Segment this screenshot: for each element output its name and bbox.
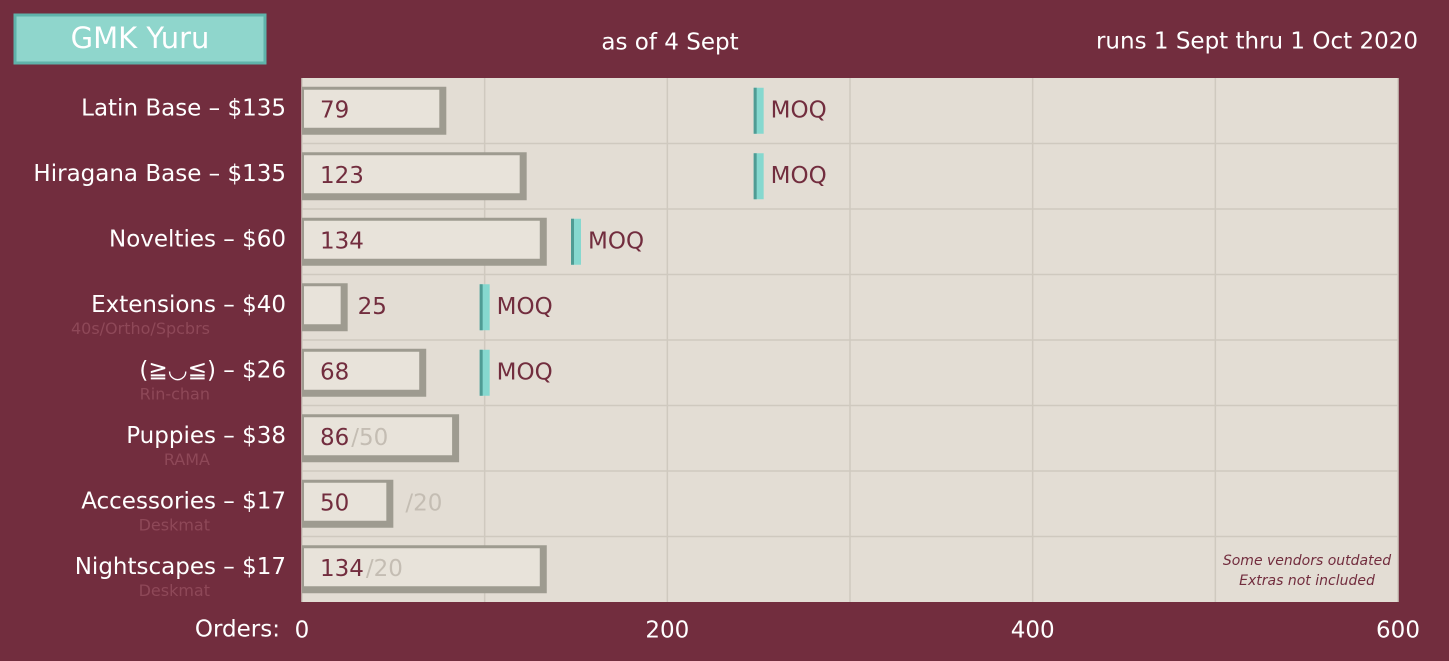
moq-label: /20 [405,490,442,516]
value-label: 79 [320,97,349,123]
category-label: Puppies – $38 [126,423,286,449]
moq-marker-edge [753,87,757,134]
bar-face [304,417,453,456]
bar-face [304,220,540,259]
moq-label: /50 [351,425,388,451]
category-label: Latin Base – $135 [81,95,286,121]
bar-face [304,286,341,325]
category-label: Nightscapes – $17 [75,554,286,580]
x-tick-label: 400 [1011,618,1055,644]
value-label: 123 [320,163,364,189]
category-sublabel: 40s/Ortho/Spcbrs [71,319,210,338]
moq-marker-edge [479,284,483,331]
category-sublabel: RAMA [164,450,210,469]
moq-marker-edge [479,349,483,396]
x-tick-label: 200 [645,618,689,644]
bar-face [304,89,440,128]
note: Some vendors outdated [1223,553,1391,569]
value-label: 25 [358,294,387,320]
category-label: Accessories – $17 [81,488,286,514]
category-sublabel: Rin-chan [140,384,210,403]
subtitle: as of 4 Sept [601,30,738,56]
value-label: 68 [320,359,349,385]
category-sublabel: Deskmat [139,581,210,600]
value-label: 86 [320,425,349,451]
moq-label: MOQ [771,97,827,123]
x-tick-label: 600 [1376,618,1420,644]
x-axis-label: Orders: [195,617,280,643]
moq-marker [571,218,581,265]
category-label: Novelties – $60 [109,226,286,252]
bar-face [304,351,420,390]
chart-title: GMK Yuru [71,21,210,55]
run-dates: runs 1 Sept thru 1 Oct 2020 [1096,29,1418,55]
bar-face [304,548,540,587]
moq-label: MOQ [497,359,553,385]
value-label: 134 [320,228,364,254]
moq-marker [753,153,764,200]
x-tick-label: 0 [295,618,310,644]
value-label: 50 [320,490,349,516]
note: Extras not included [1239,573,1375,589]
category-label: (≧◡≦) – $26 [139,357,286,383]
title-box [13,13,267,65]
moq-marker-edge [571,218,574,265]
value-label: 134 [320,556,364,582]
moq-marker [753,87,764,134]
moq-marker [479,284,490,331]
bar-face [304,155,520,194]
bar-face [304,482,387,521]
moq-marker-edge [753,153,757,200]
moq-label: /20 [366,556,403,582]
moq-label: MOQ [588,228,644,254]
moq-label: MOQ [497,294,553,320]
category-label: Hiragana Base – $135 [33,161,286,187]
category-sublabel: Deskmat [139,515,210,534]
moq-label: MOQ [771,163,827,189]
category-label: Extensions – $40 [91,292,286,318]
moq-marker [479,349,490,396]
